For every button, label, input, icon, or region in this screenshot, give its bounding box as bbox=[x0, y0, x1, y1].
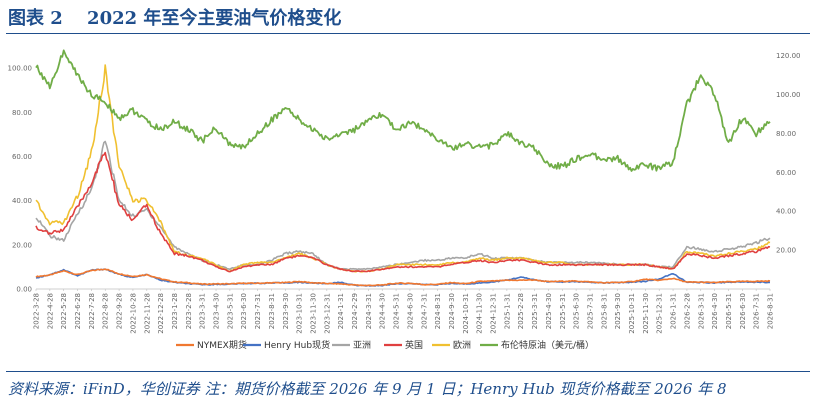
x-tick-label: 2023-2-28 bbox=[185, 293, 193, 329]
x-tick-label: 2025-5-31 bbox=[559, 293, 567, 329]
x-tick-label: 2024-2-29 bbox=[351, 293, 359, 329]
x-tick-label: 2024-8-31 bbox=[434, 293, 442, 329]
y-axis-right: 20.00 40.00 60.00 80.00 100.00 120.00 bbox=[776, 52, 801, 254]
x-tick-label: 2024-7-31 bbox=[420, 293, 428, 329]
x-tick-label: 2026-4-30 bbox=[711, 293, 719, 329]
x-tick-label: 2023-10-31 bbox=[296, 293, 304, 334]
x-tick-label: 2025-4-30 bbox=[545, 293, 553, 329]
x-axis: 2022-3-28 2022-4-28 2022-5-28 2022-6-28 2022… bbox=[33, 289, 775, 334]
x-tick-label: 2026-1-31 bbox=[670, 293, 678, 329]
legend-label: NYMEX期货 bbox=[197, 339, 247, 351]
x-tick-label: 2023-5-31 bbox=[226, 293, 234, 329]
x-tick-label: 2024-4-30 bbox=[379, 293, 387, 329]
y-tick-label-left: 100.00 bbox=[8, 65, 33, 73]
y-tick-label-right: 80.00 bbox=[776, 130, 796, 138]
x-tick-label: 2026-3-31 bbox=[697, 293, 705, 329]
y-tick-label-left: 80.00 bbox=[12, 109, 32, 117]
x-tick-label: 2022-5-28 bbox=[60, 293, 68, 329]
x-tick-label: 2026-7-31 bbox=[753, 293, 761, 329]
x-tick-label: 2024-10-31 bbox=[462, 293, 470, 334]
x-tick-label: 2025-10-31 bbox=[628, 293, 636, 334]
x-tick-label: 2024-11-30 bbox=[476, 293, 484, 334]
y-tick-label-left: 0.00 bbox=[16, 286, 32, 294]
x-tick-label: 2026-2-28 bbox=[683, 293, 691, 329]
x-tick-label: 2024-12-31 bbox=[490, 293, 498, 334]
legend-label: Henry Hub现货 bbox=[264, 339, 330, 351]
y-tick-label-right: 20.00 bbox=[776, 247, 796, 255]
x-tick-label: 2024-5-31 bbox=[393, 293, 401, 329]
y-tick-label-left: 40.00 bbox=[12, 197, 32, 205]
title-rule bbox=[6, 33, 810, 34]
x-tick-label: 2024-1-31 bbox=[337, 293, 345, 329]
x-tick-label: 2023-3-31 bbox=[199, 293, 207, 329]
legend-label: 亚洲 bbox=[353, 340, 371, 351]
series-line-3 bbox=[35, 151, 771, 273]
x-tick-label: 2022-3-28 bbox=[33, 293, 41, 329]
series-line-5 bbox=[35, 49, 771, 172]
x-tick-label: 2022-10-28 bbox=[129, 293, 137, 334]
x-tick-label: 2025-8-31 bbox=[600, 293, 608, 329]
x-tick-label: 2024-6-30 bbox=[406, 293, 414, 329]
x-tick-label: 2025-11-30 bbox=[642, 293, 650, 334]
x-tick-label: 2022-6-28 bbox=[74, 293, 82, 329]
x-tick-label: 2023-8-31 bbox=[268, 293, 276, 329]
figure-title: 图表 2 2022 年至今主要油气价格变化 bbox=[8, 8, 342, 29]
source-note: 资料来源：iFinD，华创证券 注：期货价格截至 2026 年 9 月 1 日；… bbox=[8, 380, 727, 398]
y-axis-left: 0.00 20.00 40.00 60.00 80.00 100.00 bbox=[8, 65, 33, 294]
x-tick-label: 2023-4-30 bbox=[213, 293, 221, 329]
x-tick-label: 2022-12-28 bbox=[157, 293, 165, 334]
x-tick-label: 2026-8-31 bbox=[767, 293, 775, 329]
x-tick-label: 2025-6-30 bbox=[573, 293, 581, 329]
x-tick-label: 2022-8-28 bbox=[102, 293, 110, 329]
x-tick-label: 2023-6-30 bbox=[240, 293, 248, 329]
x-tick-label: 2023-12-31 bbox=[323, 293, 331, 334]
x-tick-label: 2024-9-30 bbox=[448, 293, 456, 329]
x-tick-label: 2025-3-31 bbox=[531, 293, 539, 329]
x-tick-label: 2023-9-30 bbox=[282, 293, 290, 329]
y-tick-label-right: 120.00 bbox=[776, 52, 801, 60]
bottom-rule bbox=[6, 371, 810, 372]
x-tick-label: 2025-9-30 bbox=[614, 293, 622, 329]
y-tick-label-right: 60.00 bbox=[776, 169, 796, 177]
legend: NYMEX期货 Henry Hub现货 亚洲 英国 欧洲 布伦特原油（美元/桶） bbox=[176, 339, 594, 351]
legend-label: 布伦特原油（美元/桶） bbox=[501, 339, 594, 351]
x-tick-label: 2022-7-28 bbox=[88, 293, 96, 329]
x-tick-label: 2022-11-28 bbox=[143, 293, 151, 334]
y-tick-label-right: 100.00 bbox=[776, 91, 801, 99]
x-tick-label: 2025-7-31 bbox=[586, 293, 594, 329]
x-tick-label: 2026-5-31 bbox=[725, 293, 733, 329]
x-tick-label: 2023-11-30 bbox=[309, 293, 317, 334]
y-tick-label-left: 60.00 bbox=[12, 153, 32, 161]
legend-label: 欧洲 bbox=[453, 339, 471, 351]
legend-label: 英国 bbox=[405, 339, 423, 351]
x-tick-label: 2023-1-28 bbox=[171, 293, 179, 329]
x-tick-label: 2026-6-30 bbox=[739, 293, 747, 329]
series-line-0 bbox=[35, 268, 771, 287]
x-tick-label: 2025-12-31 bbox=[656, 293, 664, 334]
x-tick-label: 2025-1-31 bbox=[503, 293, 511, 329]
series-layer bbox=[35, 49, 771, 287]
x-tick-label: 2022-4-28 bbox=[46, 293, 54, 329]
y-tick-label-right: 40.00 bbox=[776, 208, 796, 216]
x-tick-label: 2024-3-31 bbox=[365, 293, 373, 329]
x-tick-label: 2023-7-31 bbox=[254, 293, 262, 329]
x-tick-label: 2025-2-28 bbox=[517, 293, 525, 329]
y-tick-label-left: 20.00 bbox=[12, 241, 32, 249]
x-tick-label: 2022-9-28 bbox=[116, 293, 124, 329]
